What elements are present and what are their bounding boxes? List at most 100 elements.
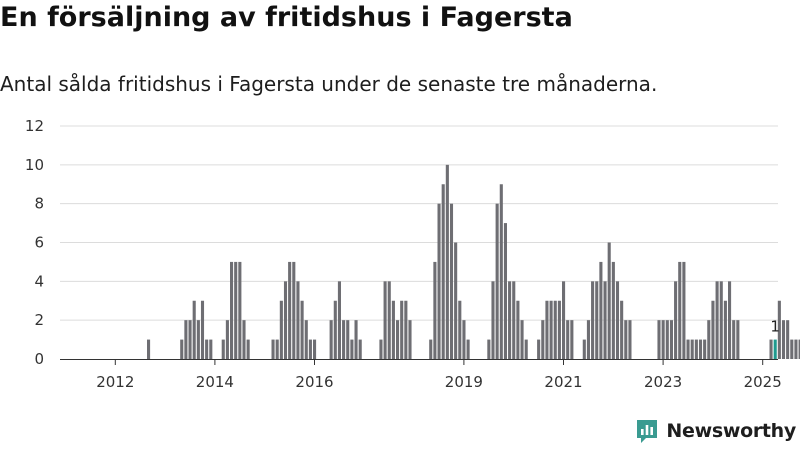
bar xyxy=(192,300,196,359)
x-tick-label: 2012 xyxy=(96,373,134,391)
y-gridlines xyxy=(60,125,778,321)
highlight-value-label: 1 xyxy=(770,318,780,336)
brand-name: Newsworthy xyxy=(666,420,796,442)
bar xyxy=(308,339,312,359)
bar xyxy=(707,320,711,359)
bar xyxy=(387,281,391,359)
bar xyxy=(607,242,611,359)
bar xyxy=(188,320,192,359)
bar xyxy=(495,203,499,359)
bar xyxy=(732,320,736,359)
bar xyxy=(549,300,553,359)
bar xyxy=(454,242,458,359)
bar xyxy=(516,300,520,359)
x-tick-label: 2023 xyxy=(644,373,682,391)
bar xyxy=(570,320,574,359)
bar xyxy=(383,281,387,359)
bar xyxy=(512,281,516,359)
bar xyxy=(242,320,246,359)
bar xyxy=(686,339,690,359)
bar xyxy=(615,281,620,359)
bar xyxy=(462,320,466,359)
chart-title: En försäljning av fritidshus i Fagersta xyxy=(0,2,573,33)
bar xyxy=(715,281,719,359)
bar-series xyxy=(147,164,800,359)
bar xyxy=(313,339,317,359)
bar xyxy=(275,339,279,359)
chart-subtitle: Antal sålda fritidshus i Fagersta under … xyxy=(0,72,658,96)
bar xyxy=(703,339,707,359)
y-tick-label: 0 xyxy=(34,350,44,368)
bar xyxy=(400,300,404,359)
bar xyxy=(620,300,624,359)
bar xyxy=(238,261,242,359)
bar xyxy=(271,339,275,359)
bar xyxy=(458,300,462,359)
bar xyxy=(304,320,308,359)
bar xyxy=(350,339,354,359)
bar xyxy=(541,320,545,359)
bar xyxy=(358,339,362,359)
bar xyxy=(557,300,561,359)
bar xyxy=(437,203,441,359)
bar xyxy=(404,300,408,359)
bar xyxy=(790,339,794,359)
x-tick-label: 2014 xyxy=(196,373,234,391)
bar xyxy=(225,320,229,359)
bar xyxy=(595,281,599,359)
bar xyxy=(283,281,288,359)
bar xyxy=(711,300,715,359)
bar xyxy=(147,339,151,359)
bar xyxy=(520,320,524,359)
bar xyxy=(466,339,470,359)
bar xyxy=(433,261,437,359)
bar xyxy=(396,320,400,359)
bar xyxy=(777,300,781,359)
bar xyxy=(781,320,786,359)
bar xyxy=(669,320,673,359)
y-axis-labels: 0 2 4 6 8 10 12 xyxy=(25,117,44,368)
bar xyxy=(661,320,665,359)
x-tick-label: 2025 xyxy=(744,373,782,391)
bar xyxy=(769,339,773,359)
bar xyxy=(205,339,209,359)
y-tick-label: 6 xyxy=(34,234,44,252)
bar xyxy=(346,320,350,359)
bar xyxy=(333,300,337,359)
bar xyxy=(296,281,300,359)
bar xyxy=(196,320,200,359)
bar xyxy=(586,320,590,359)
bar xyxy=(499,184,503,359)
brand-logo: Newsworthy xyxy=(635,418,796,444)
bar xyxy=(279,300,283,359)
newsworthy-logo-icon xyxy=(637,420,658,443)
bar xyxy=(537,339,541,359)
bar xyxy=(230,261,234,359)
bar xyxy=(524,339,528,359)
bar xyxy=(798,339,800,359)
bar xyxy=(184,320,188,359)
bar xyxy=(408,320,412,359)
bar xyxy=(736,320,740,359)
bar xyxy=(682,261,686,359)
bar xyxy=(429,339,433,359)
bar xyxy=(491,281,495,359)
bar xyxy=(487,339,491,359)
y-tick-label: 10 xyxy=(25,156,44,174)
bar xyxy=(657,320,661,359)
bar xyxy=(582,339,586,359)
y-tick-label: 8 xyxy=(34,195,44,213)
bar xyxy=(342,320,346,359)
bar xyxy=(719,281,723,359)
bar xyxy=(200,300,205,359)
bar xyxy=(591,281,595,359)
bar xyxy=(728,281,732,359)
bar xyxy=(234,261,238,359)
bar xyxy=(391,300,395,359)
bar xyxy=(603,281,607,359)
bar xyxy=(246,339,250,359)
bar xyxy=(665,320,669,359)
bar xyxy=(794,339,798,359)
bar xyxy=(562,281,566,359)
bar xyxy=(624,320,628,359)
